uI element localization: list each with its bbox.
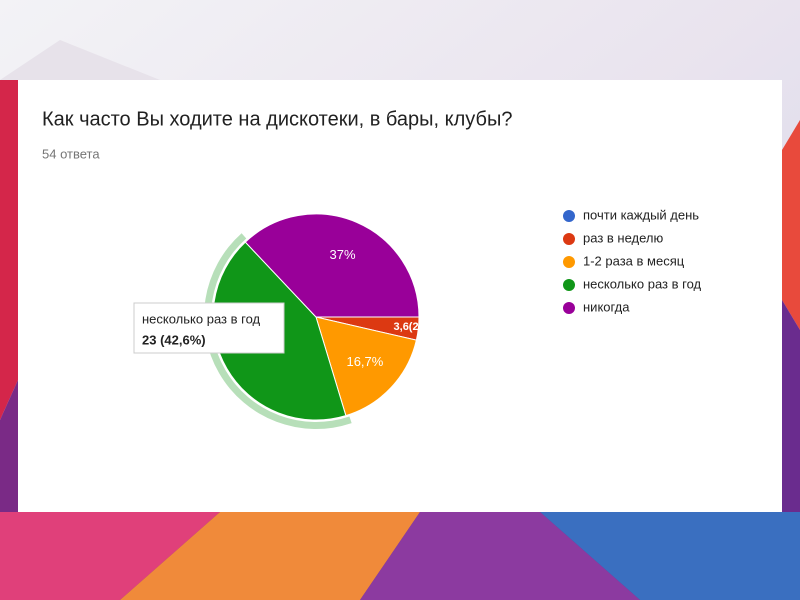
slice-labels: 3,6(2 16,7% 37% (330, 247, 419, 369)
legend-swatch (563, 302, 575, 314)
legend-swatch (563, 210, 575, 222)
legend-swatch (563, 279, 575, 291)
legend-swatch (563, 256, 575, 268)
slice-label: 3,6(2 (394, 321, 419, 333)
legend-label: почти каждый день (583, 207, 699, 222)
legend-label: раз в неделю (583, 230, 663, 245)
slice-label: 16,7% (346, 354, 383, 369)
tooltip-text: 23 (42,6%) (142, 332, 206, 347)
legend-label: несколько раз в год (583, 276, 702, 291)
tooltip-box (133, 302, 285, 354)
pie (203, 213, 420, 429)
legend-label: никогда (583, 299, 630, 314)
background-shapes (0, 40, 800, 600)
tooltip: несколько раз в год 23 (42,6%) (133, 302, 285, 354)
slice (315, 316, 417, 417)
slice (244, 213, 420, 318)
chart-subtitle: 54 ответа (42, 146, 100, 161)
chart-title: Как часто Вы ходите на дискотеки, в бары… (42, 108, 512, 130)
tooltip-title: несколько раз в год (142, 311, 261, 326)
slice-label: 37% (330, 247, 356, 262)
legend: почти каждый день раз в неделю 1-2 раза в … (563, 207, 702, 314)
legend-swatch (563, 233, 575, 245)
legend-label: 1-2 раза в месяц (583, 253, 685, 268)
